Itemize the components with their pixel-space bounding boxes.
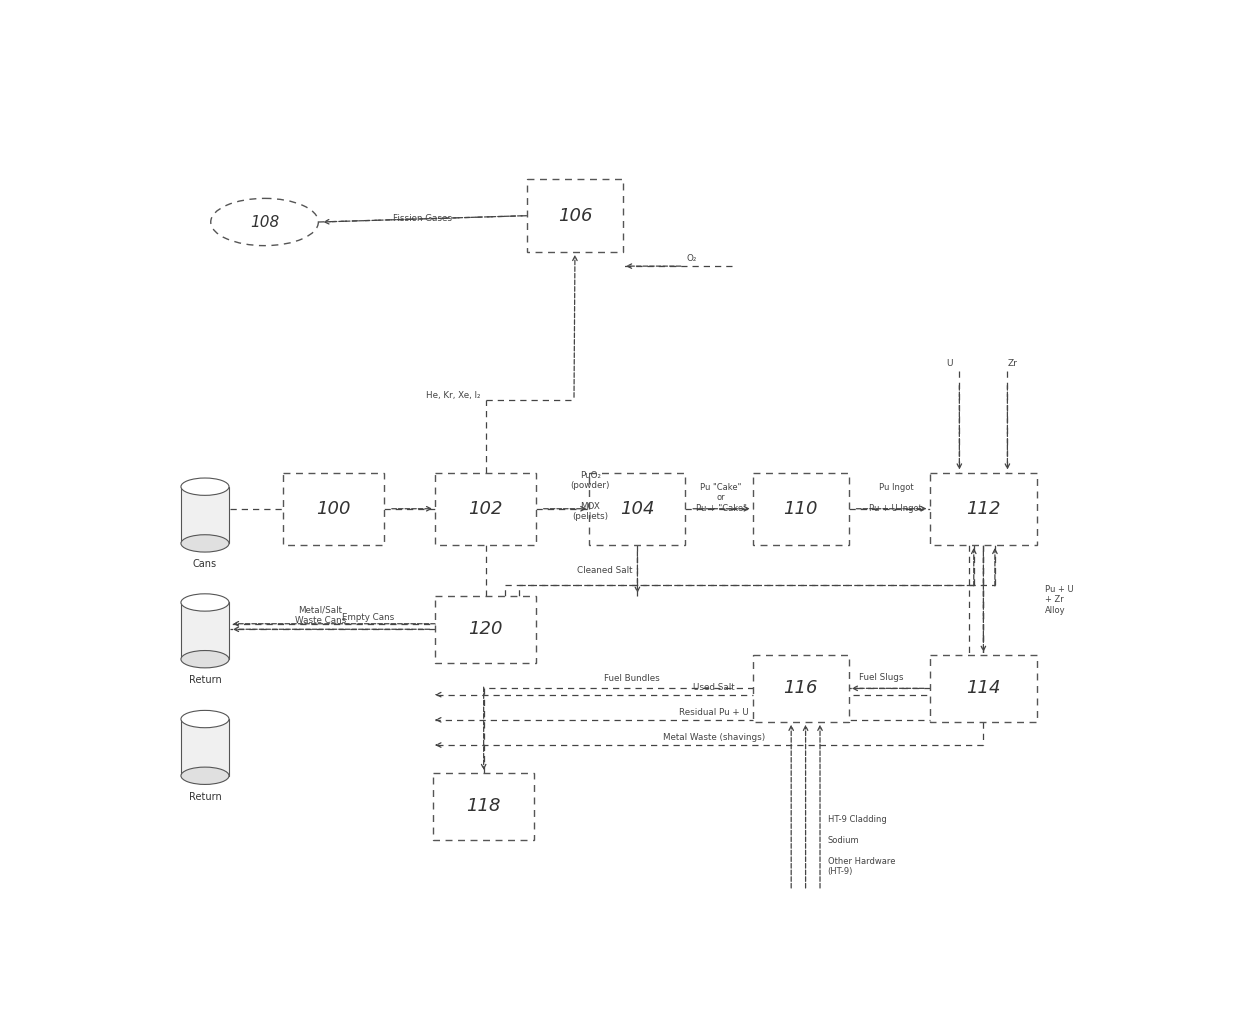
Text: 110: 110 — [784, 500, 818, 518]
Ellipse shape — [211, 198, 319, 246]
Text: Zr: Zr — [1007, 358, 1017, 367]
Text: Metal/Salt
Waste Cans: Metal/Salt Waste Cans — [295, 606, 346, 625]
Text: Cans: Cans — [193, 560, 217, 569]
Text: 102: 102 — [469, 500, 503, 518]
Bar — [283, 473, 384, 545]
Text: Return: Return — [188, 792, 222, 802]
Text: Fuel Slugs: Fuel Slugs — [859, 673, 904, 681]
Bar — [181, 603, 229, 659]
Text: Pu + U
+ Zr
Alloy: Pu + U + Zr Alloy — [1045, 585, 1074, 615]
Bar — [433, 773, 534, 840]
Text: He, Kr, Xe, I₂: He, Kr, Xe, I₂ — [427, 391, 481, 400]
Text: Used Salt: Used Salt — [693, 683, 735, 692]
Text: 104: 104 — [620, 500, 655, 518]
Bar — [930, 655, 1037, 722]
Text: 106: 106 — [558, 207, 593, 225]
Ellipse shape — [181, 767, 229, 785]
Text: U: U — [946, 358, 954, 367]
Bar — [753, 655, 849, 722]
Bar — [753, 473, 849, 545]
Ellipse shape — [181, 710, 229, 727]
Bar — [930, 473, 1037, 545]
Ellipse shape — [181, 651, 229, 668]
Text: Metal Waste (shavings): Metal Waste (shavings) — [663, 733, 765, 743]
Text: Cleaned Salt: Cleaned Salt — [577, 566, 632, 575]
Text: Empty Cans: Empty Cans — [342, 613, 394, 622]
Text: Pu Ingot

Pu + U Ingot: Pu Ingot Pu + U Ingot — [869, 483, 923, 513]
Text: 100: 100 — [316, 500, 351, 518]
Bar — [589, 473, 686, 545]
Text: 120: 120 — [469, 620, 503, 638]
Text: Return: Return — [188, 675, 222, 685]
Text: Pu "Cake"
or
Pu + "Cake": Pu "Cake" or Pu + "Cake" — [696, 483, 746, 513]
Ellipse shape — [181, 593, 229, 611]
Bar — [181, 487, 229, 543]
Bar — [435, 473, 536, 545]
Text: 116: 116 — [784, 679, 818, 698]
Bar — [181, 719, 229, 775]
Text: 112: 112 — [966, 500, 1001, 518]
Ellipse shape — [181, 535, 229, 552]
Bar — [527, 179, 622, 252]
Bar — [435, 595, 536, 663]
Text: Residual Pu + U: Residual Pu + U — [680, 708, 749, 717]
Text: O₂: O₂ — [686, 254, 697, 263]
Text: 114: 114 — [966, 679, 1001, 698]
Text: Fission Gases: Fission Gases — [393, 215, 451, 223]
Text: HT-9 Cladding

Sodium

Other Hardware
(HT-9): HT-9 Cladding Sodium Other Hardware (HT-… — [828, 815, 895, 877]
Text: 108: 108 — [250, 215, 279, 229]
Text: 118: 118 — [466, 798, 501, 815]
Ellipse shape — [181, 478, 229, 495]
Text: Fuel Bundles: Fuel Bundles — [604, 673, 660, 682]
Text: PuO₂
(powder)

MOX
(pellets): PuO₂ (powder) MOX (pellets) — [570, 471, 610, 522]
